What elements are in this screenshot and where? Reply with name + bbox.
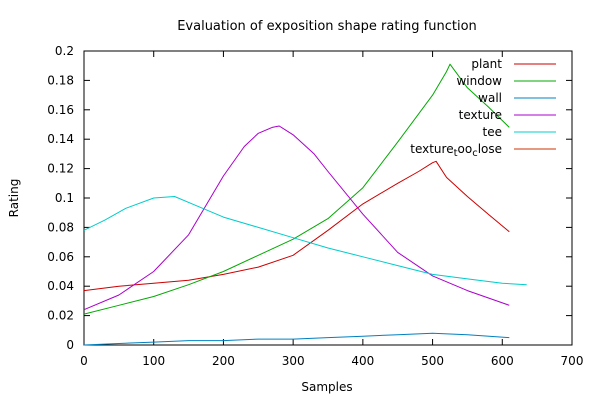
legend-part-texture: texture [410, 142, 453, 156]
legend-sub-t: t [454, 148, 458, 159]
x-tick-label: 100 [142, 354, 165, 368]
chart-title: Evaluation of exposition shape rating fu… [177, 19, 477, 34]
y-tick-label: 0.12 [47, 162, 74, 176]
y-tick-label: 0.02 [47, 309, 74, 323]
legend-label-wall: wall [478, 91, 502, 105]
series-line-wall [83, 332, 510, 346]
x-tick-label: 0 [80, 354, 88, 368]
y-tick-label: 0.18 [47, 73, 74, 87]
legend-label-window: window [456, 74, 502, 88]
x-tick-label: 700 [561, 354, 584, 368]
legend-label-tee: tee [483, 125, 502, 139]
legend-label-texture: texture [459, 108, 502, 122]
x-tick-label: 600 [491, 354, 514, 368]
series-line-plant [83, 160, 510, 292]
x-tick-label: 200 [212, 354, 235, 368]
legend-part-lose: lose [478, 142, 502, 156]
legend-label-texture-too-close: texturetooclose [410, 142, 502, 159]
legend: plant window wall texture tee texturetoo… [410, 57, 556, 159]
x-axis-ticks: 0 100 200 300 400 500 600 700 [80, 51, 583, 368]
x-tick-label: 400 [351, 354, 374, 368]
y-tick-label: 0.16 [47, 103, 74, 117]
legend-part-oo: oo [458, 142, 473, 156]
series-line-texture [83, 125, 510, 311]
y-axis-title: Rating [7, 179, 21, 218]
y-tick-label: 0.06 [47, 250, 74, 264]
y-tick-label: 0.14 [47, 132, 74, 146]
series-line-tee [83, 196, 527, 286]
y-tick-label: 0.04 [47, 279, 74, 293]
y-tick-label: 0 [66, 338, 74, 352]
legend-sub-c: c [472, 148, 478, 159]
series-line-window [83, 63, 510, 315]
x-tick-label: 500 [421, 354, 444, 368]
y-tick-label: 0.1 [55, 191, 74, 205]
y-tick-label: 0.2 [55, 44, 74, 58]
y-tick-label: 0.08 [47, 220, 74, 234]
x-axis-title: Samples [301, 380, 352, 394]
x-tick-label: 300 [282, 354, 305, 368]
legend-label-plant: plant [471, 57, 502, 71]
series-lines [83, 63, 527, 346]
y-axis-ticks: 0 0.02 0.04 0.06 0.08 0.1 0.12 0.14 0.16 0.18 0.2 [47, 44, 572, 352]
